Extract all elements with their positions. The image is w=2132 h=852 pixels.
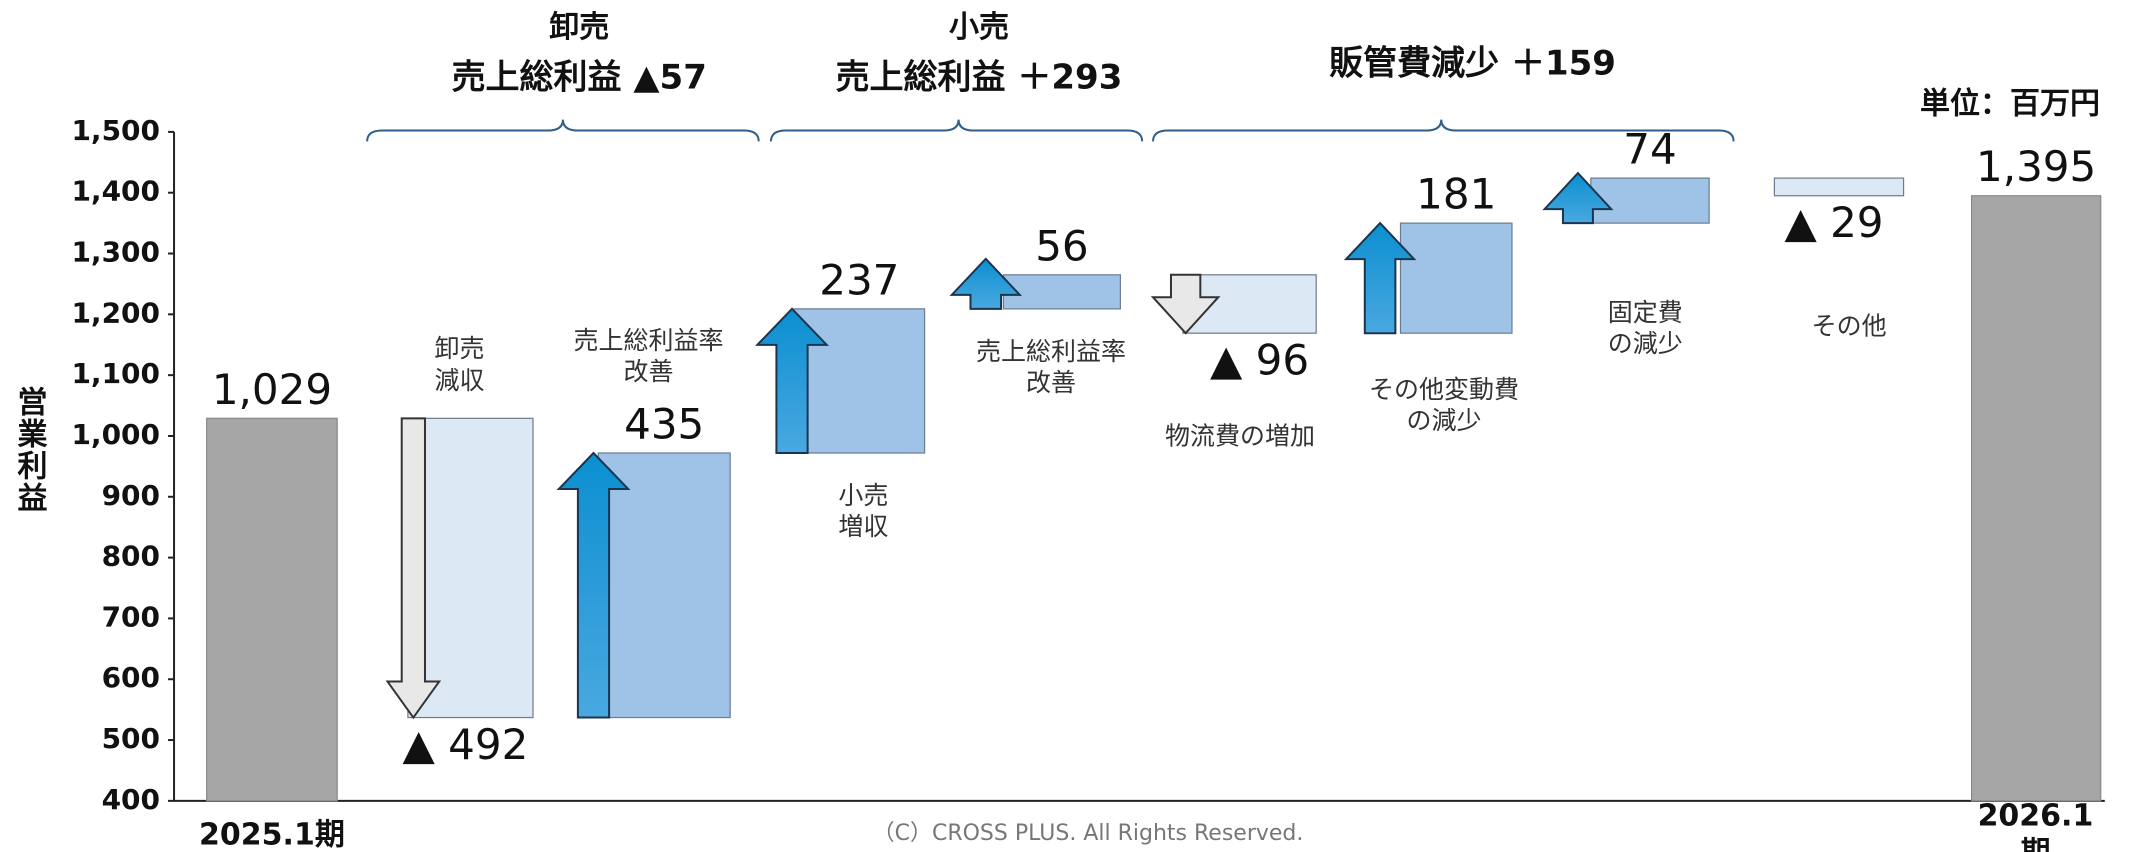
step-label: 売上総利益率 改善 [573, 325, 724, 387]
value-label: 181 [1416, 170, 1496, 219]
bar [407, 417, 534, 719]
group-label: 卸売 [549, 10, 609, 45]
step-label: 固定費 の減少 [1607, 297, 1683, 358]
bar [1002, 274, 1121, 310]
step-label: その他変動費 の減少 [1368, 374, 1519, 436]
x-tick-label: 2025.1期 [199, 817, 345, 852]
value-label: ▲ 96 [1210, 336, 1309, 385]
arrow [1150, 273, 1221, 335]
value-label: 1,395 [1976, 142, 2096, 191]
arrow [1343, 221, 1417, 335]
unit-label: 単位：百万円 [1920, 87, 2100, 122]
bracket [366, 119, 760, 142]
value-label: 56 [1035, 221, 1088, 270]
y-tick-label: 400 [102, 783, 160, 816]
group-label: 小売 [949, 10, 1009, 45]
y-tick-label: 700 [102, 600, 160, 633]
step-label: 卸売 減収 [434, 334, 485, 395]
y-tick-label: 1,200 [71, 296, 160, 329]
value-label: 435 [624, 399, 704, 448]
value-label: ▲ 492 [403, 720, 529, 769]
footer: （C）CROSS PLUS. All Rights Reserved. [873, 821, 1304, 846]
y-axis-label: 営業利益 [12, 386, 48, 514]
y-tick-label: 1,500 [71, 114, 160, 147]
group-label: 販管費減少 ＋159 [1329, 44, 1616, 84]
bracket [769, 119, 1144, 142]
step-label: 売上総利益率 改善 [976, 336, 1127, 398]
arrow [556, 451, 631, 719]
y-tick-label: 1,000 [71, 418, 160, 451]
bar [1590, 177, 1710, 224]
y-tick-label: 900 [102, 479, 160, 512]
bar [1970, 195, 2102, 802]
bar [1399, 222, 1513, 334]
step-label: その他 [1811, 311, 1887, 341]
arrow [754, 307, 830, 454]
arrow [385, 417, 442, 720]
value-label: ▲ 29 [1784, 198, 1883, 247]
value-label: 1,029 [212, 365, 332, 414]
arrow [1542, 171, 1614, 225]
y-tick-label: 1,300 [71, 236, 160, 269]
step-label: 物流費の増加 [1165, 421, 1316, 451]
group-sublabel: 売上総利益 ▲57 [452, 57, 707, 97]
x-tick-label: 2026.1期 [1977, 798, 2094, 852]
arrow [949, 257, 1023, 310]
bar [597, 452, 731, 719]
group-sublabel: 売上総利益 ＋293 [836, 57, 1123, 97]
bar [206, 417, 338, 802]
value-label: 237 [819, 255, 899, 304]
bar [1773, 177, 1905, 197]
y-tick-label: 500 [102, 722, 160, 755]
y-tick-label: 1,400 [71, 175, 160, 208]
value-label: 74 [1623, 125, 1676, 174]
y-tick-label: 800 [102, 540, 160, 573]
y-tick-label: 600 [102, 661, 160, 694]
step-label: 小売 増収 [838, 480, 889, 542]
y-tick-label: 1,100 [71, 357, 160, 390]
